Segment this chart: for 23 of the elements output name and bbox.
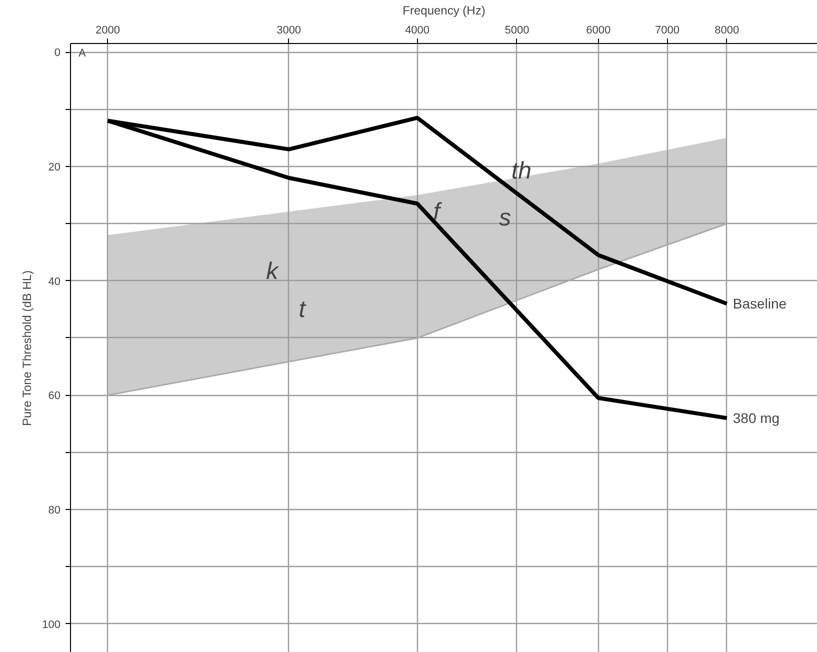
annotation: s (499, 204, 512, 232)
y-tick-label: 40 (48, 276, 61, 288)
annotation: f (433, 198, 442, 226)
x-axis-title: Frequency (Hz) (402, 4, 486, 18)
x-tick-label: 4000 (405, 24, 430, 36)
y-tick-label: 60 (48, 390, 61, 402)
x-tick-label: 2000 (96, 24, 120, 36)
y-tick-label: 80 (48, 504, 61, 517)
y-axis-title: Pure Tone Threshold (dB HL) (20, 270, 34, 426)
y-tick-label: 20 (48, 161, 61, 174)
x-tick-label: 6000 (586, 24, 611, 36)
x-tick-label: 3000 (276, 24, 302, 36)
y-tick-label: 0 (54, 47, 61, 60)
x-tick-label: 5000 (504, 24, 530, 36)
annotation: k (266, 258, 280, 286)
annotation: th (511, 158, 532, 185)
annotation: A (78, 48, 86, 60)
series-label: Baseline (732, 296, 787, 312)
x-tick-label: 7000 (654, 24, 680, 36)
annotation: t (298, 296, 307, 323)
series-label: 380 mg (732, 410, 780, 426)
y-tick-label: 100 (42, 618, 61, 631)
x-tick-label: 8000 (714, 24, 740, 36)
